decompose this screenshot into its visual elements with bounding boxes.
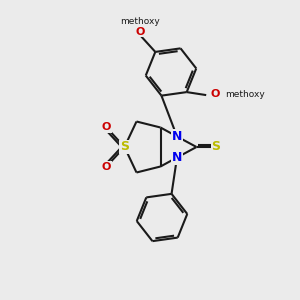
Text: N: N (172, 130, 182, 143)
Text: S: S (212, 140, 220, 154)
Text: N: N (172, 151, 182, 164)
Text: methoxy: methoxy (120, 16, 160, 26)
Text: methoxy: methoxy (225, 90, 265, 99)
Text: S: S (120, 140, 129, 154)
Text: O: O (135, 26, 144, 37)
Text: O: O (210, 89, 220, 100)
Text: O: O (102, 161, 111, 172)
Text: O: O (102, 122, 111, 133)
